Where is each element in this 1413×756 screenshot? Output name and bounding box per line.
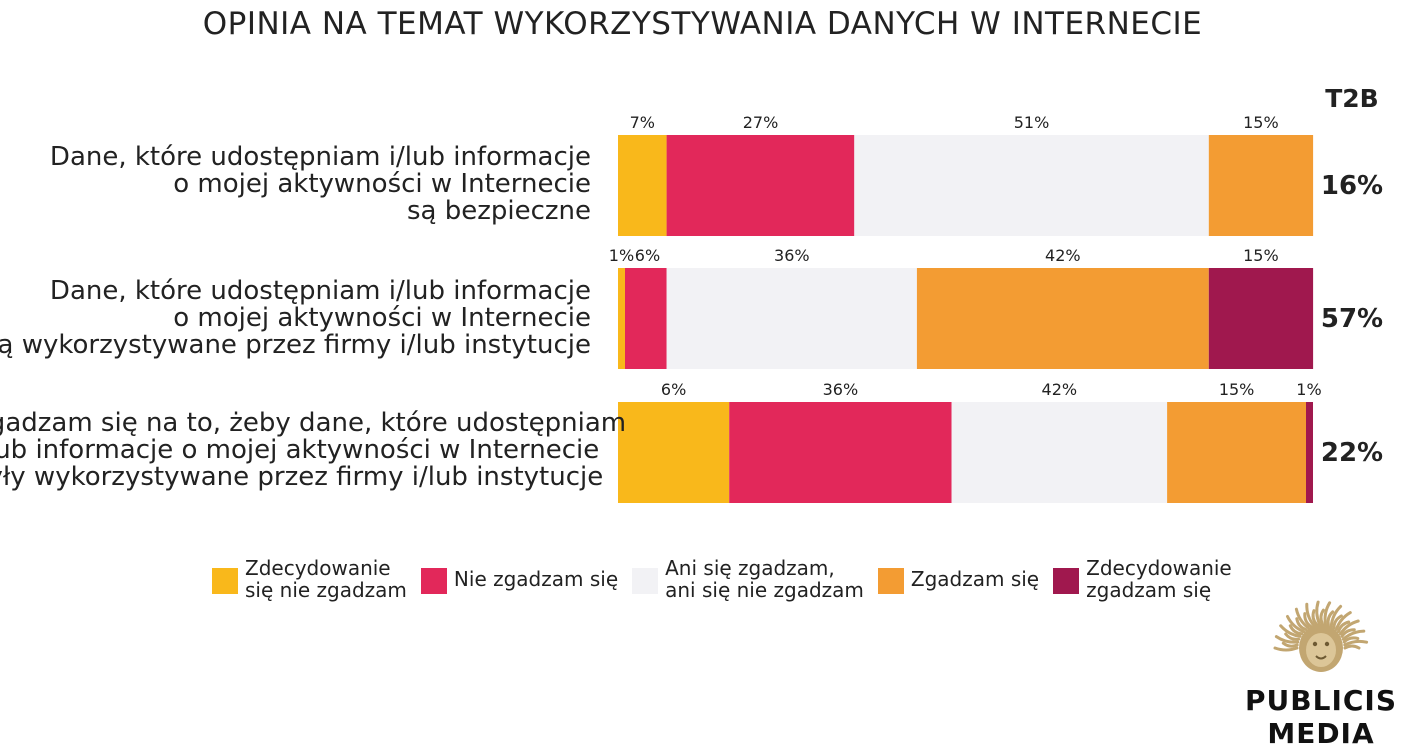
bar-labels-layer: 7% 27% 51% 15%1% 6% 36% 42% 15%6% 36% 42% 15% 1% (609, 113, 1322, 399)
data-label-row2-strongly-disagree: 1% (609, 246, 634, 265)
row-label-3-line-3: były wykorzystywane przez firmy i/lub in… (0, 462, 604, 492)
bar-row1-agree (1208, 135, 1314, 236)
legend-swatch-neutral (632, 568, 659, 594)
lion-mane-ray (1311, 609, 1318, 626)
bar-row2-strongly-agree (1208, 268, 1314, 369)
lion-mane-ray (1323, 601, 1332, 626)
row-label-2-line-3: są wykorzystywane przez firmy i/lub inst… (0, 330, 591, 360)
lion-mane-ray (1337, 620, 1351, 634)
bar-row3-disagree (729, 402, 952, 503)
row-label-2-line-1: Dane, które udostępniam i/lub informacje (49, 276, 591, 306)
data-label-row1-strongly-disagree: 7% (630, 113, 655, 132)
lion-mane-ray (1340, 628, 1356, 638)
legend-swatch-disagree (420, 568, 447, 594)
legend-item-neutral: Ani się zgadzam, ani się nie zgadzam (632, 557, 864, 601)
lion-mane-ray (1343, 644, 1361, 650)
bar-row1-disagree (666, 135, 855, 236)
data-label-row2-disagree: 6% (635, 246, 660, 265)
legend-item-strongly-disagree: Zdecydowanie się nie zgadzam (212, 557, 407, 601)
lion-mane-ray (1332, 614, 1343, 630)
lion-mane-ray (1295, 617, 1308, 631)
lion-mane-ray (1319, 608, 1325, 626)
row-label-1-line-3: są bezpieczne (406, 196, 591, 226)
lion-mane-ray (1281, 641, 1299, 648)
legend-label-strongly-disagree: Zdecydowanie się nie zgadzam (245, 556, 407, 602)
lion-mane-ray (1305, 602, 1316, 627)
bars-layer (618, 135, 1314, 503)
lion-mane-ray (1334, 611, 1352, 631)
t2b-value-1: 16% (1320, 171, 1384, 201)
data-label-row3-strongly-disagree: 6% (661, 380, 686, 399)
lion-mane-ray (1343, 639, 1369, 647)
legend-item-agree: Zgadzam się (877, 557, 1040, 594)
t2b-value-3: 22% (1320, 438, 1384, 468)
row-label-1-line-2: o mojej aktywności w Internecie (173, 169, 591, 199)
row-label-1-line-1: Dane, które udostępniam i/lub informacje (49, 142, 591, 172)
data-label-row1-disagree: 27% (743, 113, 779, 132)
row-label-2-line-2: o mojej aktywności w Internecie (173, 303, 591, 333)
data-label-row1-agree: 15% (1243, 113, 1279, 132)
data-label-row2-agree: 42% (1045, 246, 1081, 265)
legend-swatch-strongly-disagree (212, 568, 238, 594)
legend-label-neutral: Ani się zgadzam, ani się nie zgadzam (665, 556, 864, 602)
row-label-3-line-2: i/lub informacje o mojej aktywności w In… (0, 435, 600, 465)
legend-item-strongly-agree: Zdecydowanie zgadzam się (1053, 557, 1232, 601)
lion-mane-ray (1338, 619, 1360, 636)
lion-emblem-icon (1273, 600, 1369, 672)
data-label-row2-neutral: 36% (774, 246, 810, 265)
data-label-row3-agree: 15% (1219, 380, 1255, 399)
lion-mane-ray (1284, 632, 1301, 641)
lion-mane-ray (1329, 604, 1343, 628)
lion-mane-ray (1341, 629, 1366, 641)
chart-title: OPINIA NA TEMAT WYKORZYSTYWANIA DANYCH W… (202, 6, 1203, 42)
lion-mane-ray (1303, 612, 1313, 628)
bar-row2-neutral (666, 268, 917, 369)
data-label-row3-strongly-agree: 1% (1296, 380, 1321, 399)
bar-row1-strongly-disagree (618, 135, 667, 236)
bar-row3-strongly-agree (1306, 402, 1313, 503)
lion-mane-ray (1315, 600, 1321, 626)
bar-row3-neutral (951, 402, 1167, 503)
t2b-value-2: 57% (1320, 304, 1384, 334)
lion-mane-ray (1288, 624, 1304, 636)
legend-label-strongly-agree: Zdecydowanie zgadzam się (1086, 556, 1232, 602)
legend-label-agree: Zgadzam się (910, 567, 1040, 591)
legend-label-disagree: Nie zgadzam się (453, 567, 619, 591)
legend-swatch-agree (877, 568, 904, 594)
row-label-3: Zgadzam się na to, żeby dane, które udos… (0, 408, 627, 492)
lion-mane-ray (1279, 624, 1302, 638)
data-label-row2-strongly-agree: 15% (1243, 246, 1279, 265)
row-label-1: Dane, które udostępniam i/lub informacje… (0, 144, 591, 225)
lion-mane-ray (1326, 610, 1335, 627)
bar-row2-strongly-disagree (618, 268, 625, 369)
data-label-row3-disagree: 36% (823, 380, 859, 399)
lion-mane-ray (1274, 635, 1300, 644)
legend-item-disagree: Nie zgadzam się (420, 557, 619, 594)
row-label-3-line-1: Zgadzam się na to, żeby dane, które udos… (0, 408, 627, 438)
bar-row2-disagree (625, 268, 667, 369)
bar-row2-agree (916, 268, 1209, 369)
publicis-media-logo: PUBLICIS MEDIA (1232, 598, 1410, 750)
data-label-row3-neutral: 42% (1042, 380, 1078, 399)
legend: Zdecydowanie się nie zgadzam Nie zgadzam… (212, 557, 1246, 609)
t2b-header: T2B (1325, 84, 1379, 113)
bar-row1-neutral (854, 135, 1209, 236)
bar-row3-agree (1167, 402, 1307, 503)
bar-row3-strongly-disagree (618, 402, 730, 503)
data-label-row1-neutral: 51% (1014, 113, 1050, 132)
row-label-2: Dane, które udostępniam i/lub informacje… (0, 278, 591, 359)
lion-mane-ray (1294, 607, 1310, 630)
legend-swatch-strongly-agree (1053, 568, 1080, 594)
lion-mane-ray (1342, 636, 1360, 644)
lion-mane-ray (1286, 615, 1305, 634)
logo-wordmark: PUBLICIS MEDIA (1245, 684, 1397, 750)
lion-mane-ray (1273, 646, 1299, 652)
